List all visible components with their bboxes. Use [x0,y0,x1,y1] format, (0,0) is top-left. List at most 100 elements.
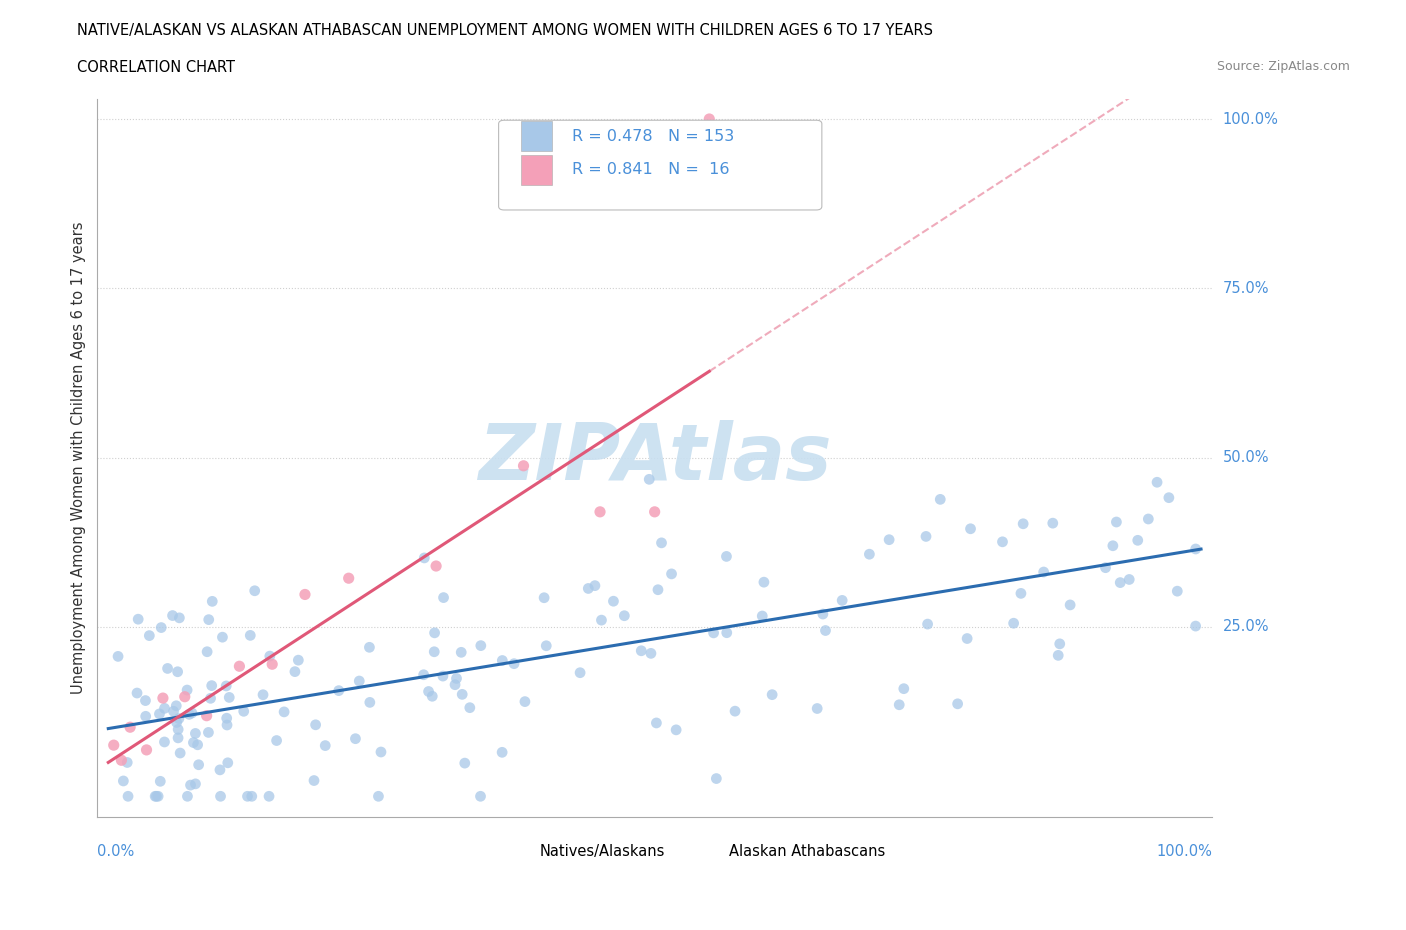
Point [266,733,288,748]
Point [602,593,624,608]
Point [418,684,440,699]
Point [152,691,174,706]
Point [533,591,555,605]
Point [412,668,434,683]
Text: 50.0%: 50.0% [1223,450,1270,465]
FancyBboxPatch shape [510,838,534,866]
Text: 75.0%: 75.0% [1223,281,1270,296]
Text: Natives/Alaskans: Natives/Alaskans [540,844,665,859]
Point [877,532,900,547]
Point [162,608,184,623]
Point [1002,616,1025,631]
Point [169,610,191,625]
Point [127,612,149,627]
Point [751,608,773,623]
Point [138,628,160,643]
Point [262,657,284,671]
Point [451,687,474,702]
Point [470,638,492,653]
Point [503,657,526,671]
Point [304,717,326,732]
Point [215,718,238,733]
Point [103,737,125,752]
Point [640,646,662,661]
Point [344,731,367,746]
Point [1157,490,1180,505]
Point [513,694,536,709]
Point [1184,541,1206,556]
Point [156,661,179,676]
Point [273,704,295,719]
FancyBboxPatch shape [520,154,553,185]
Point [450,644,472,659]
Point [613,608,636,623]
Point [197,612,219,627]
Point [893,682,915,697]
Y-axis label: Unemployment Among Women with Children Ages 6 to 17 years: Unemployment Among Women with Children A… [72,221,86,694]
Point [176,683,198,698]
Point [314,738,336,753]
Point [589,504,612,519]
Point [536,638,558,653]
Point [420,689,443,704]
Point [661,566,683,581]
Point [929,492,952,507]
Point [134,693,156,708]
Point [704,771,727,786]
Point [630,644,652,658]
Text: 100.0%: 100.0% [1223,112,1279,126]
Point [148,707,170,722]
Text: Source: ZipAtlas.com: Source: ZipAtlas.com [1216,60,1350,73]
Point [149,774,172,789]
Text: R = 0.478   N = 153: R = 0.478 N = 153 [572,128,734,143]
Point [991,535,1014,550]
Point [165,698,187,713]
Point [761,687,783,702]
Point [349,673,371,688]
Point [1010,586,1032,601]
Point [458,700,481,715]
Point [200,691,222,706]
FancyBboxPatch shape [520,121,553,151]
Point [1012,516,1035,531]
Point [218,690,240,705]
Point [454,756,477,771]
Point [215,679,238,694]
Point [697,112,720,126]
Point [423,625,446,640]
Point [650,536,672,551]
Point [1102,538,1125,553]
Point [187,737,209,752]
Point [959,522,981,537]
Point [228,658,250,673]
Point [569,665,592,680]
Point [184,777,207,791]
Point [153,735,176,750]
Point [638,472,661,486]
Point [257,789,280,804]
Point [209,789,232,804]
Point [167,730,190,745]
Point [1094,560,1116,575]
Point [195,709,218,724]
Point [180,777,202,792]
Point [703,626,725,641]
Point [117,789,139,804]
FancyBboxPatch shape [499,120,823,210]
Point [183,735,205,750]
Point [176,789,198,804]
Point [716,625,738,640]
Point [724,704,747,719]
Point [425,559,447,574]
Point [946,697,969,711]
Point [208,763,231,777]
Point [167,711,190,726]
Point [1042,516,1064,531]
Point [917,617,939,631]
Point [215,711,238,725]
Point [956,631,979,646]
Point [647,582,669,597]
Point [583,578,606,593]
Point [413,551,436,565]
Point [135,742,157,757]
